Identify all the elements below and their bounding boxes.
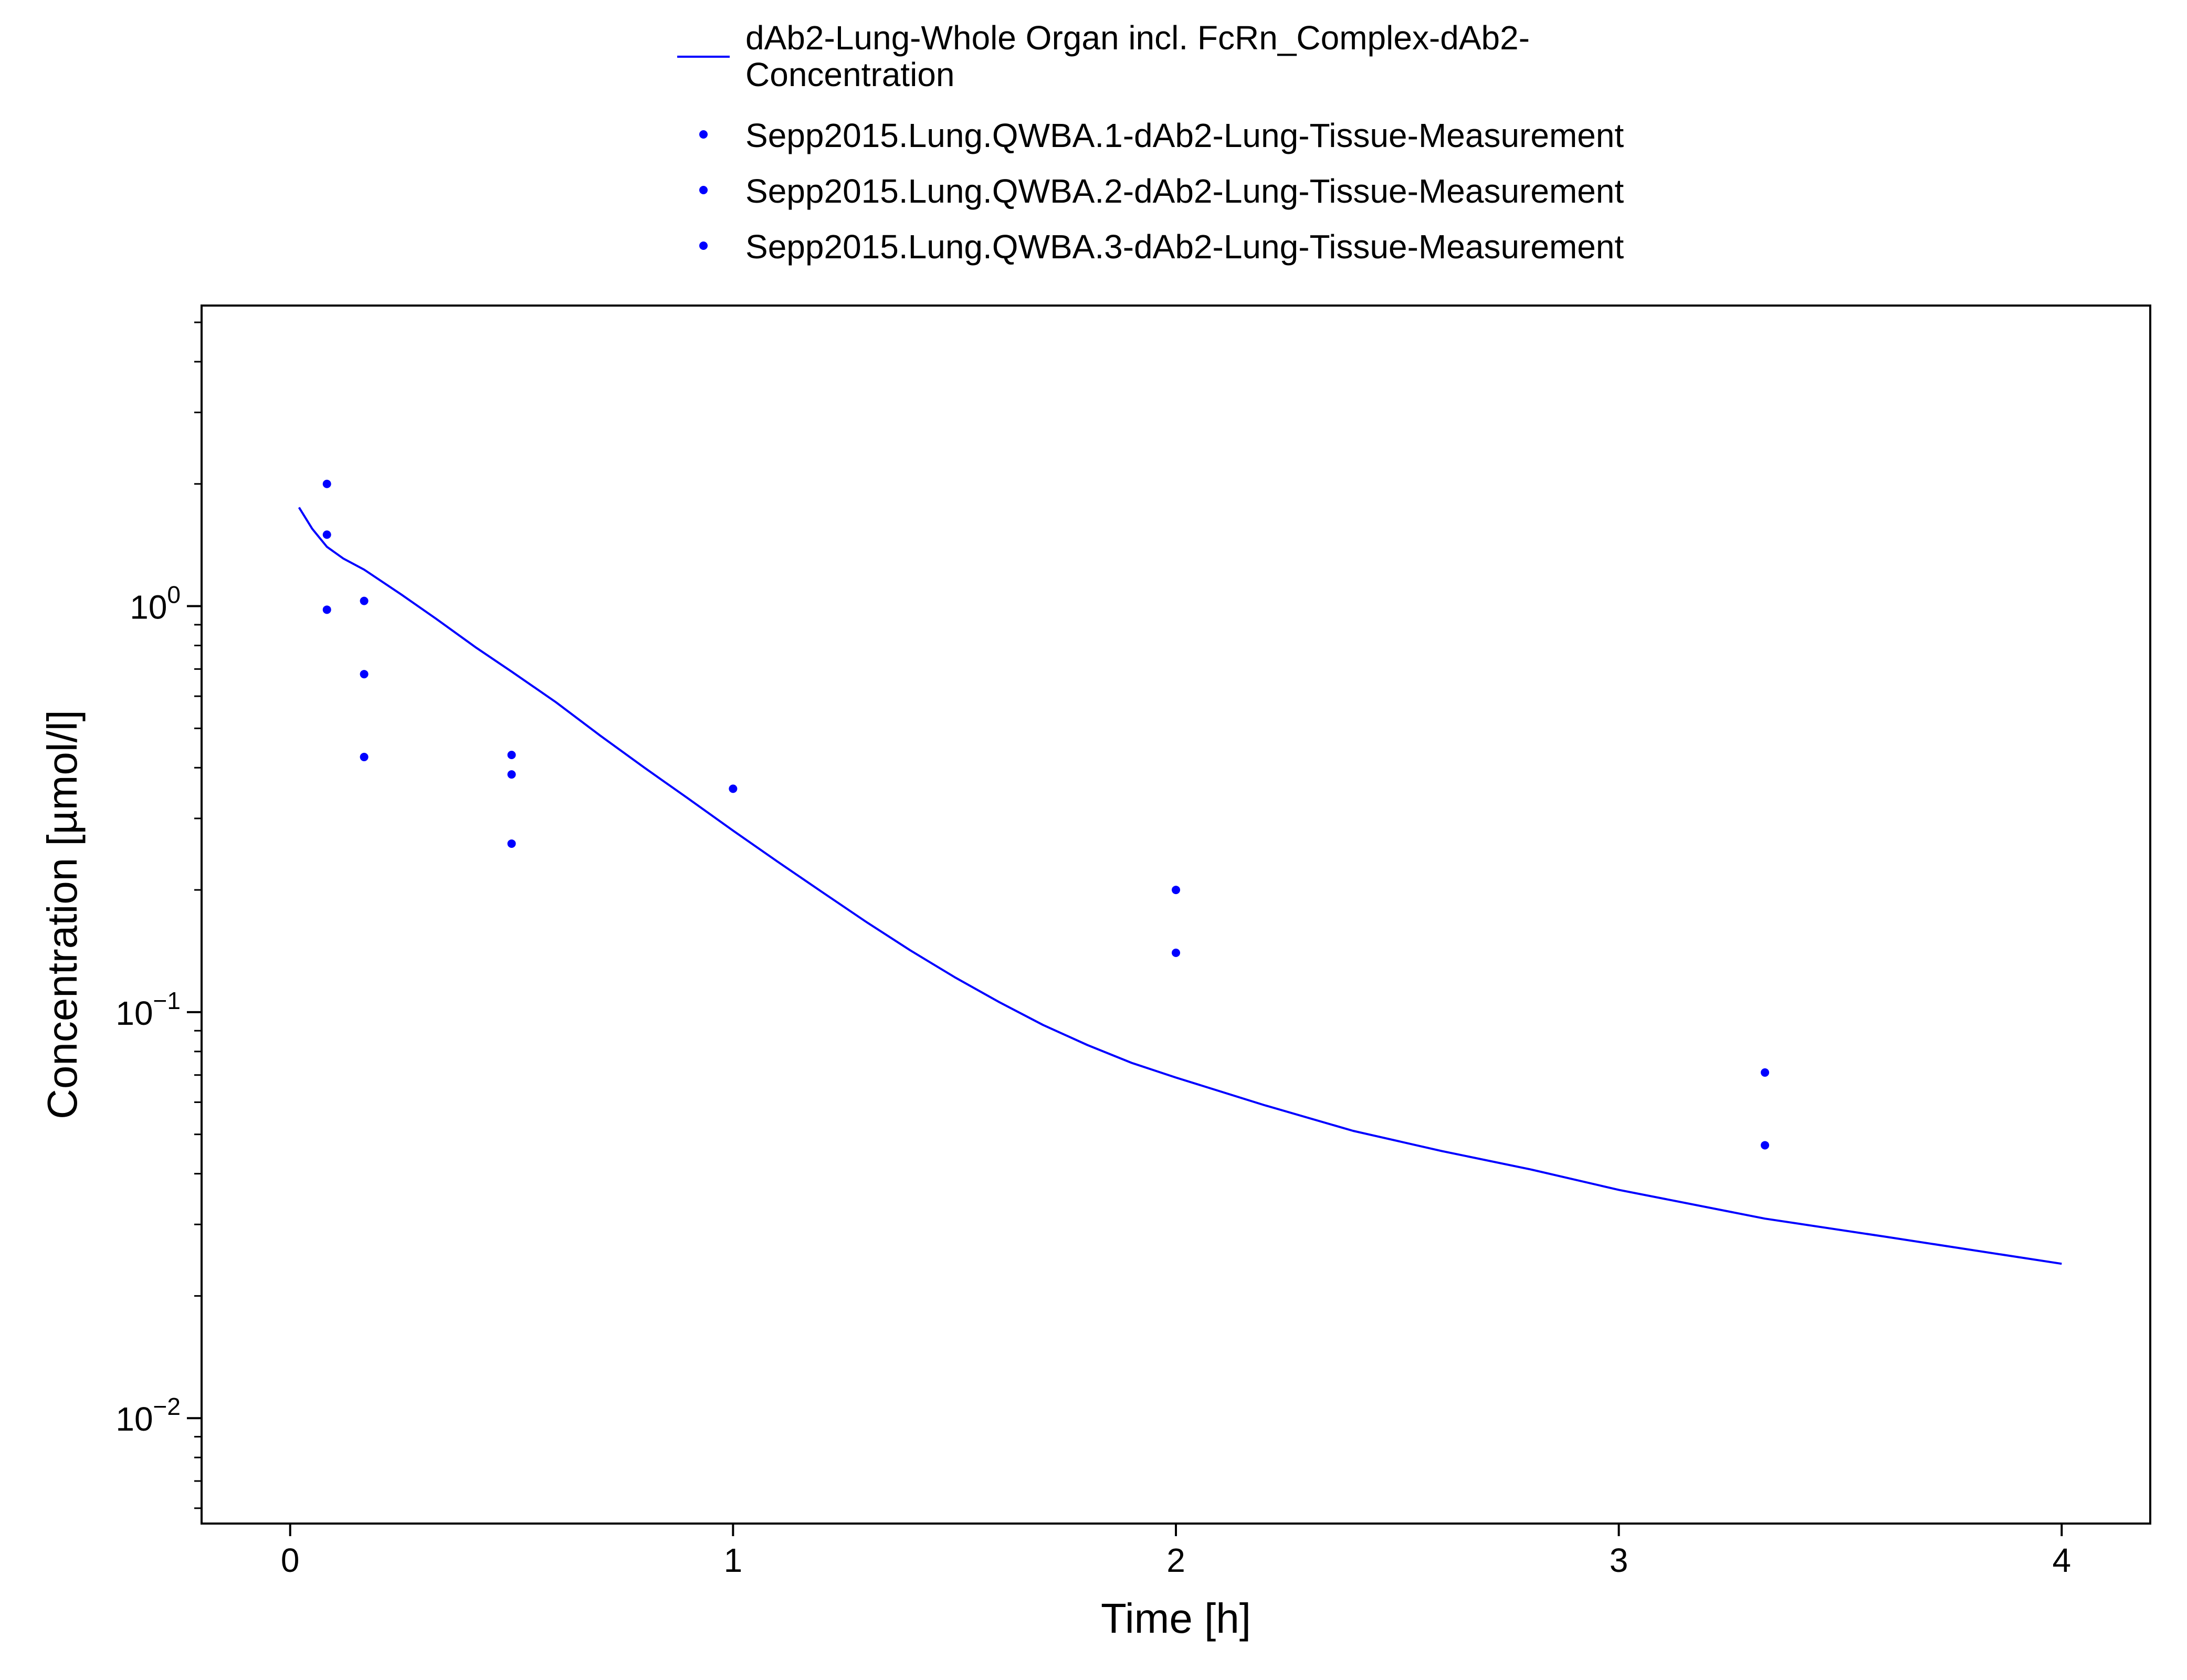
measurement-point (322, 530, 331, 539)
legend-label: Sepp2015.Lung.QWBA.2-dAb2-Lung-Tissue-Me… (745, 172, 1624, 210)
measurement-point (729, 784, 738, 793)
x-tick-label: 0 (281, 1541, 300, 1579)
measurement-point (1172, 948, 1180, 957)
measurement-point (507, 839, 516, 848)
x-tick-label: 1 (724, 1541, 743, 1579)
measurement-point (322, 479, 331, 488)
measurement-point (1761, 1068, 1770, 1077)
legend-label: Sepp2015.Lung.QWBA.3-dAb2-Lung-Tissue-Me… (745, 228, 1624, 266)
series-layer (298, 479, 2062, 1265)
legend: dAb2-Lung-Whole Organ incl. FcRn_Complex… (677, 19, 1624, 266)
measurement-point (1761, 1141, 1770, 1150)
measurement-point (322, 605, 331, 614)
x-tick-label: 2 (1166, 1541, 1185, 1579)
measurement-point (360, 670, 369, 679)
legend-marker-swatch (699, 242, 708, 250)
legend-marker-swatch (699, 186, 708, 194)
x-tick-label: 4 (2052, 1541, 2071, 1579)
measurement-point (507, 770, 516, 779)
legend-label: dAb2-Lung-Whole Organ incl. FcRn_Complex… (745, 19, 1530, 57)
y-tick-label: 10−2 (115, 1393, 181, 1438)
simulation-line (298, 507, 2062, 1265)
legend-marker-swatch (699, 130, 708, 139)
legend-label: Concentration (745, 56, 954, 93)
y-tick-label: 10−1 (115, 987, 181, 1032)
measurement-point (1172, 886, 1180, 895)
legend-label: Sepp2015.Lung.QWBA.1-dAb2-Lung-Tissue-Me… (745, 117, 1624, 154)
measurement-point (360, 596, 369, 605)
plot-area (201, 304, 2151, 1525)
axis-ticks: 0 1 2 3 4 100 10−1 10−2 (115, 321, 2071, 1579)
y-tick-label: 100 (130, 581, 181, 626)
x-axis-label: Time [h] (1101, 1595, 1251, 1642)
y-axis-label: Concentration [µmol/l] (39, 710, 86, 1119)
measurement-point (360, 752, 369, 761)
x-tick-label: 3 (1610, 1541, 1628, 1579)
measurement-point (507, 750, 516, 759)
